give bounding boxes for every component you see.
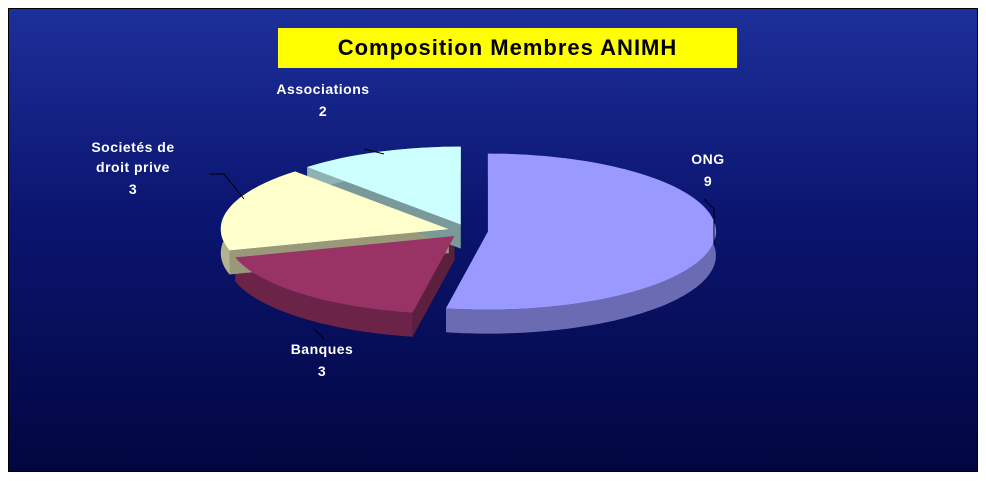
pie-slice [446,153,716,310]
slice-side [235,257,413,337]
leader-lines [209,148,715,340]
data-label: Associations 2 [268,79,378,123]
pie-slice [307,146,461,225]
leader-line [209,173,245,200]
leader-line [363,148,385,155]
category-label: ONG [691,151,725,167]
value-label: 9 [703,173,713,189]
category-label: Societés de droit prive [91,139,175,175]
value-label: 2 [318,103,328,119]
data-label: ONG 9 [653,149,763,193]
category-label: Associations [276,81,370,97]
data-label: Societés de droit prive 3 [78,137,188,201]
pie [220,146,716,337]
chart [209,146,716,340]
pie-slice [235,236,455,313]
leader-line [703,198,715,244]
pie-slice [220,171,449,251]
chart-title: Composition Membres ANIMH [278,28,737,68]
leader-line [313,328,325,340]
category-label: Banques [290,341,354,357]
data-label: Banques 3 [267,339,377,383]
slice-wall [412,236,455,337]
value-label: 3 [317,363,327,379]
value-label: 3 [128,181,138,197]
chart-area: Composition Membres ANIMH ONG 9 Banques 3 So… [8,8,978,472]
